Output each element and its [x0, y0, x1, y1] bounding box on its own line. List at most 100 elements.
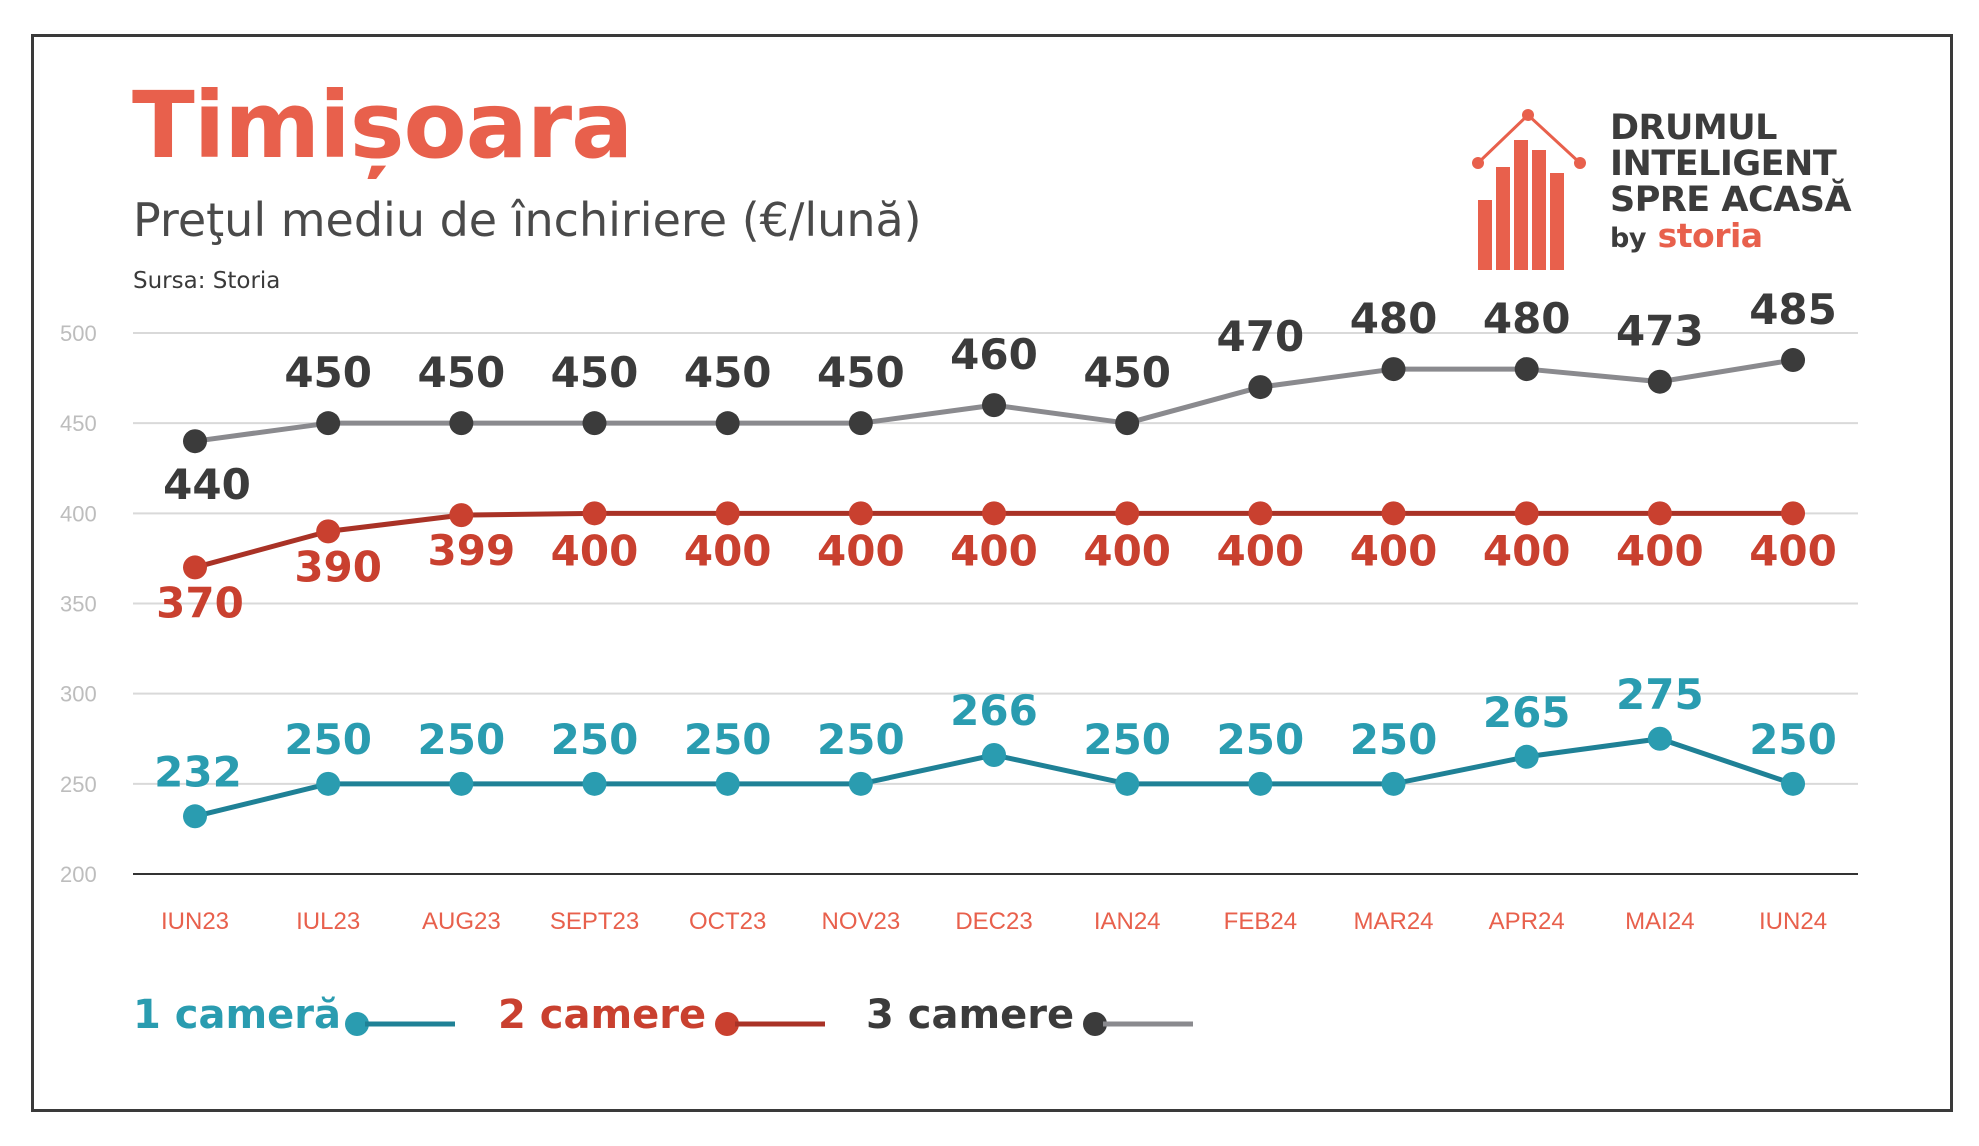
legend-label-1-camera: 1 cameră [133, 992, 341, 1038]
page-title: Timișoara [132, 72, 633, 179]
x-tick-label: IUN24 [1759, 908, 1827, 935]
y-tick-label: 500 [60, 321, 97, 346]
data-point [316, 771, 341, 796]
logo-line-2: INTELIGENT [1610, 144, 1837, 184]
data-point [982, 742, 1007, 767]
data-point [715, 411, 740, 436]
data-point [582, 771, 607, 796]
data-point [1647, 726, 1672, 751]
data-point [1781, 771, 1806, 796]
data-label: 480 [1483, 294, 1571, 343]
legend-label-3-camere: 3 camere [866, 992, 1075, 1038]
data-point [449, 771, 474, 796]
data-point [1248, 771, 1273, 796]
x-tick-label: IUL23 [296, 908, 360, 935]
data-point [1647, 501, 1672, 526]
data-label: 250 [551, 715, 639, 764]
y-tick-label: 300 [60, 682, 97, 707]
data-label: 480 [1350, 294, 1438, 343]
data-point [582, 501, 607, 526]
data-label: 400 [817, 526, 905, 575]
data-label: 400 [1350, 526, 1438, 575]
data-point [982, 501, 1007, 526]
x-tick-label: IUN23 [161, 908, 229, 935]
y-tick-label: 250 [60, 772, 97, 797]
x-tick-label: AUG23 [422, 908, 501, 935]
data-label: 250 [1083, 715, 1171, 764]
data-label: 250 [1217, 715, 1305, 764]
data-point [316, 519, 341, 544]
data-label: 266 [950, 686, 1038, 735]
data-point [715, 771, 740, 796]
data-label: 400 [1083, 526, 1171, 575]
data-label: 275 [1616, 670, 1704, 719]
data-label: 400 [684, 526, 772, 575]
data-point [1514, 744, 1539, 769]
data-label: 250 [284, 715, 372, 764]
x-tick-label: DEC23 [955, 908, 1032, 935]
data-point [183, 804, 207, 829]
chart-subtitle: Preţul mediu de închiriere (€/lună) [133, 193, 922, 247]
x-tick-label: APR24 [1489, 908, 1565, 935]
house-bars-logo-icon [1472, 109, 1586, 270]
data-label: 250 [418, 715, 506, 764]
y-tick-label: 450 [60, 411, 97, 436]
data-label: 400 [551, 526, 639, 575]
data-point [848, 501, 873, 526]
data-label: 250 [684, 715, 772, 764]
data-label: 400 [1217, 526, 1305, 575]
data-point [1381, 771, 1406, 796]
data-label: 450 [551, 348, 639, 397]
legend-marker-1-camera [345, 1012, 455, 1036]
y-tick-label: 350 [60, 592, 97, 617]
data-label: 440 [163, 460, 251, 509]
data-label: 473 [1616, 307, 1704, 356]
data-point [1381, 357, 1406, 382]
legend-marker-3-camere [1083, 1012, 1193, 1036]
legend-marker-2-camere [715, 1012, 825, 1036]
data-label: 250 [1350, 715, 1438, 764]
data-point [1115, 501, 1140, 526]
data-label: 400 [1749, 526, 1837, 575]
y-tick-label: 400 [60, 501, 97, 526]
data-label: 390 [294, 542, 382, 591]
data-point [582, 411, 607, 436]
data-point [1248, 375, 1273, 400]
x-tick-label: IAN24 [1094, 908, 1161, 935]
data-point [1248, 501, 1273, 526]
data-label: 265 [1483, 688, 1571, 737]
data-label: 450 [1083, 348, 1171, 397]
data-label: 232 [154, 747, 242, 796]
data-point [1514, 501, 1539, 526]
data-label: 450 [284, 348, 372, 397]
x-tick-label: MAR24 [1354, 908, 1434, 935]
data-label: 470 [1217, 312, 1305, 361]
data-label: 250 [817, 715, 905, 764]
data-point [848, 771, 873, 796]
logo-line-3: SPRE ACASĂ [1610, 180, 1852, 220]
data-point [316, 411, 341, 436]
x-tick-label: FEB24 [1224, 908, 1297, 935]
data-label: 400 [1483, 526, 1571, 575]
logo-line-1: DRUMUL [1610, 108, 1777, 148]
source-note: Sursa: Storia [133, 268, 281, 294]
logo-by: by [1610, 223, 1646, 254]
x-tick-label: SEPT23 [550, 908, 639, 935]
x-tick-label: OCT23 [689, 908, 766, 935]
data-label: 250 [1749, 715, 1837, 764]
data-label: 370 [156, 578, 244, 627]
logo-wordmark: DRUMUL INTELIGENT SPRE ACASĂ by storia [1610, 108, 1852, 257]
data-point [715, 501, 740, 526]
data-point [1115, 771, 1140, 796]
data-label: 450 [684, 348, 772, 397]
y-tick-label: 200 [60, 862, 97, 887]
data-point [982, 393, 1007, 418]
legend-label-2-camere: 2 camere [498, 992, 707, 1038]
data-point [1381, 501, 1406, 526]
data-label: 399 [428, 526, 516, 575]
data-point [183, 555, 207, 580]
data-label: 400 [1616, 526, 1704, 575]
data-point [449, 411, 474, 436]
data-label: 450 [418, 348, 506, 397]
